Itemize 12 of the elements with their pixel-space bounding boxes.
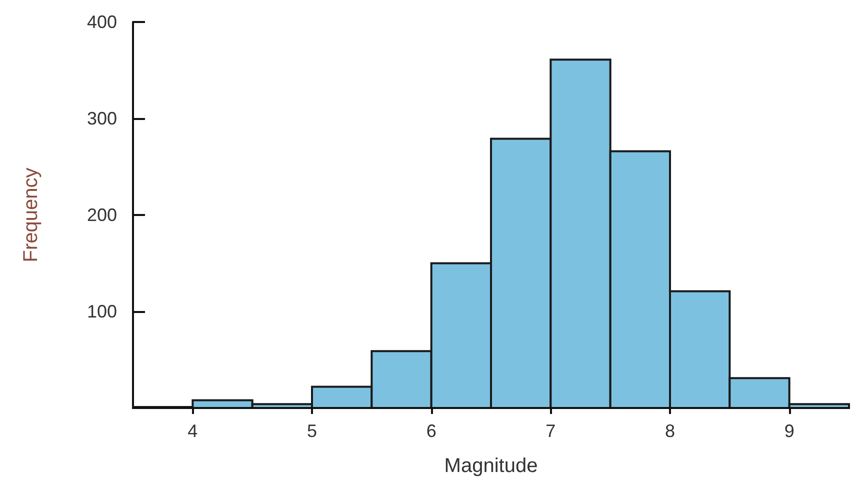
- x-tick-label: 9: [784, 421, 794, 441]
- y-tick-label: 300: [86, 108, 117, 128]
- x-tick-label: 4: [188, 421, 198, 441]
- x-axis-title: Magnitude: [444, 455, 538, 477]
- x-tick-label: 6: [426, 421, 436, 441]
- y-tick-label: 200: [86, 205, 117, 225]
- y-tick-label: 400: [86, 12, 117, 32]
- y-tick-label: 100: [86, 302, 117, 322]
- y-axis-title: Frequency: [20, 168, 42, 262]
- x-tick-label: 7: [546, 421, 556, 441]
- x-tick-label: 8: [664, 421, 676, 441]
- x-tick-label: 5: [306, 421, 318, 441]
